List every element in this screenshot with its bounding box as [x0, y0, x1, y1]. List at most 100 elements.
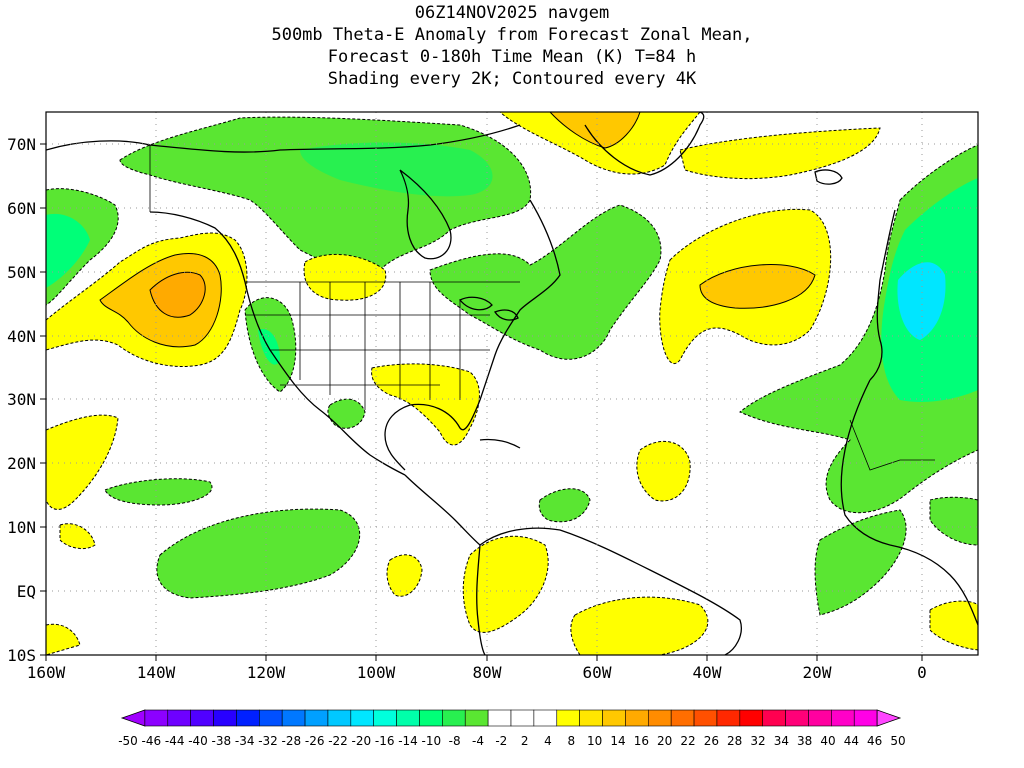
colorbar-swatch [373, 709, 397, 727]
colorbar-label: 40 [820, 734, 835, 748]
colorbar-label: -34 [235, 734, 255, 748]
pacific-warm-max [149, 271, 206, 318]
colorbar-label: -46 [142, 734, 162, 748]
colorbar-label: -14 [398, 734, 418, 748]
gulf-coast [384, 399, 481, 471]
coastlines [46, 112, 978, 655]
caribbean-cool [538, 488, 591, 523]
greenland [584, 112, 705, 176]
map-title: 06Z14NOV2025 navgem 500mb Theta-E Anomal… [0, 2, 1024, 90]
title-line-4: Shading every 2K; Contoured every 4K [327, 69, 697, 89]
pacific-nw-cool-inner [46, 213, 90, 288]
colorbar-label: 14 [610, 734, 625, 748]
iceland [814, 169, 843, 185]
lon-label-140w: 140W [137, 663, 176, 682]
great-lakes [458, 296, 519, 321]
brazil-warm [570, 596, 709, 655]
colorbar-label: -38 [212, 734, 232, 748]
colorbar-swatch [281, 709, 306, 727]
tick-marks [40, 143, 923, 661]
colorbar-label: -20 [352, 734, 372, 748]
colorbar-swatch [556, 709, 580, 727]
political-boundaries [149, 145, 935, 471]
central-atlantic-warm [636, 441, 691, 502]
hudson-bay [399, 169, 452, 260]
lat-label-40n: 40N [7, 327, 36, 346]
south-america-warm [462, 535, 549, 633]
colorbar-swatch [831, 709, 855, 727]
colorbar-swatch [258, 709, 283, 727]
colorbar-label: 8 [568, 734, 576, 748]
arctic-coast [46, 124, 521, 153]
colorbar-swatch [808, 709, 832, 727]
colorbar-swatch [167, 709, 191, 727]
tropical-pacific-cool [156, 508, 361, 599]
colorbar-label: 10 [587, 734, 602, 748]
colorbar-swatch [647, 709, 672, 727]
lon-label-0: 0 [917, 663, 927, 682]
colorbar-label: 4 [544, 734, 552, 748]
na-east-coast [479, 199, 561, 401]
latitude-labels: 70N 60N 50N 40N 30N 20N 10N EQ 10S [7, 135, 36, 665]
colorbar-label: -4 [472, 734, 484, 748]
colorbar-label: 44 [844, 734, 859, 748]
plot-frame [45, 111, 979, 656]
colorbar-label: -10 [422, 734, 442, 748]
lon-label-120w: 120W [247, 663, 286, 682]
mexico-cool [327, 398, 366, 429]
colorbar-label: 28 [727, 734, 742, 748]
colorbar-label: 20 [657, 734, 672, 748]
central-africa-cool [929, 496, 978, 546]
colorbar-label: 50 [890, 734, 905, 748]
south-america-west [476, 544, 486, 655]
colorbar-swatch [464, 709, 489, 727]
colorbar-label: 38 [797, 734, 812, 748]
lon-label-80w: 80W [473, 663, 502, 682]
canada-cool-inner [300, 142, 493, 197]
colorbar-swatch [213, 709, 237, 727]
colorbar-swatch [396, 709, 420, 727]
colorbar-label: -50 [118, 734, 138, 748]
colorbar-label: 16 [634, 734, 649, 748]
colorbar-label: 26 [704, 734, 719, 748]
caribbean-warm [386, 554, 423, 597]
colorbar-swatch [785, 709, 809, 727]
mid-atlantic-warm-core [699, 264, 816, 309]
sw-pacific-warm [46, 623, 81, 655]
west-pacific-warm [46, 414, 119, 510]
colorbar-swatch [327, 709, 352, 727]
colorbar-swatch [487, 709, 512, 727]
south-america-coast [479, 527, 742, 655]
colorbar-label: 46 [867, 734, 882, 748]
colorbar-label: 34 [774, 734, 789, 748]
longitude-labels: 160W 140W 120W 100W 80W 60W 40W 20W 0 [27, 663, 927, 682]
colorbar-swatch [350, 709, 375, 727]
africa-coast [840, 379, 978, 626]
lon-label-100w: 100W [357, 663, 396, 682]
colorbar-labels: -50 -46 -44 -40 -38 -34 -32 -28 -26 -22 -20 -16 -14-… [118, 734, 905, 748]
colorbar-swatch [739, 709, 764, 727]
lon-label-20w: 20W [803, 663, 832, 682]
lon-label-40w: 40W [693, 663, 722, 682]
colorbar-label: -44 [165, 734, 185, 748]
colorbar-label: -2 [495, 734, 507, 748]
colorbar-swatch [144, 709, 169, 727]
subtropical-pacific-cool [104, 478, 213, 506]
lat-label-20n: 20N [7, 454, 36, 473]
colorbar-label: 32 [750, 734, 765, 748]
colorbar-swatch [693, 709, 718, 727]
greenland-warm-core [549, 112, 641, 149]
lat-label-70n: 70N [7, 135, 36, 154]
colorbar-label: -26 [305, 734, 325, 748]
europe-cool-core [897, 262, 946, 340]
colorbar-swatch [716, 709, 741, 727]
colorbar-swatch [304, 709, 329, 727]
lat-label-60n: 60N [7, 199, 36, 218]
south-atlantic-warm [929, 600, 978, 651]
colorbar-swatch [602, 709, 626, 727]
lon-label-160w: 160W [27, 663, 66, 682]
title-line-2: 500mb Theta-E Anomaly from Forecast Zona… [271, 25, 753, 45]
na-west-coast [149, 211, 406, 476]
colorbar-arrow-left [120, 709, 146, 727]
